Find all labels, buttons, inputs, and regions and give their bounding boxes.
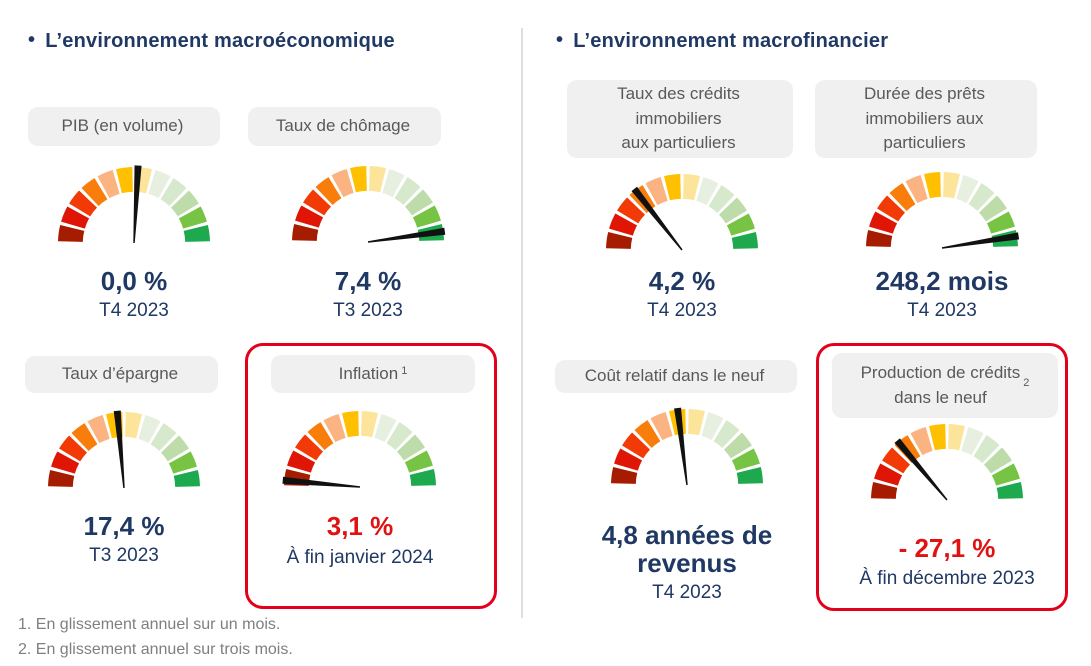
period-epargne: T3 2023 bbox=[89, 545, 159, 566]
footnote-2: 2. En glissement annuel sur trois mois. bbox=[18, 641, 293, 658]
indicator-label-taux-credits: Taux des crédits immobiliers aux particu… bbox=[567, 80, 793, 158]
label-text: Durée des prêts immobiliers aux particul… bbox=[864, 84, 985, 153]
label-text: PIB (en volume) bbox=[61, 116, 184, 136]
indicator-label-cout-relatif: Coût relatif dans le neuf bbox=[555, 360, 797, 393]
gauge-svg bbox=[611, 407, 763, 486]
period-taux-credits: T4 2023 bbox=[647, 300, 717, 321]
gauge-pib bbox=[54, 163, 214, 251]
label-text: Taux des crédits immobiliers aux particu… bbox=[617, 84, 740, 153]
gauge-svg bbox=[48, 410, 200, 489]
period-pib: T4 2023 bbox=[99, 300, 169, 321]
bullet-icon: • bbox=[556, 29, 564, 51]
label-text: Inflation bbox=[338, 363, 399, 383]
section-title-text: L’environnement macroéconomique bbox=[45, 30, 395, 52]
period-production-credits: À fin décembre 2023 bbox=[859, 568, 1035, 589]
gauge-svg bbox=[58, 165, 210, 244]
indicator-label-production-credits: Production de crédits dans le neuf 2 bbox=[832, 353, 1058, 418]
section-title-macroeconomique: • L’environnement macroéconomique bbox=[28, 30, 498, 53]
value-pib: 0,0 % bbox=[100, 266, 168, 296]
footnote-1: 1. En glissement annuel sur un mois. bbox=[18, 616, 281, 633]
gauge-svg bbox=[606, 174, 758, 251]
label-text: Coût relatif dans le neuf bbox=[584, 366, 765, 386]
gauge-production-credits bbox=[867, 420, 1027, 508]
value-chomage: 7,4 % bbox=[334, 266, 402, 296]
gauge-duree-prets bbox=[862, 168, 1022, 256]
indicator-label-inflation: Inflation 1 bbox=[271, 355, 475, 393]
highlight-border-inflation bbox=[245, 343, 497, 609]
period-chomage: T3 2023 bbox=[333, 300, 403, 321]
gauge-inflation bbox=[280, 407, 440, 495]
value-inflation: 3,1 % bbox=[326, 511, 394, 541]
gauge-svg bbox=[866, 172, 1020, 249]
indicator-label-pib: PIB (en volume) bbox=[28, 107, 220, 146]
bullet-icon: • bbox=[28, 29, 36, 51]
column-divider bbox=[521, 28, 523, 618]
label-superscript: 2 bbox=[1023, 376, 1030, 389]
gauge-chomage bbox=[288, 162, 448, 250]
gauge-svg bbox=[292, 166, 446, 243]
label-text: Taux d’épargne bbox=[61, 364, 179, 384]
section-title-macrofinancier: • L’environnement macrofinancier bbox=[556, 30, 1056, 53]
period-cout-relatif: T4 2023 bbox=[652, 582, 722, 603]
label-superscript: 1 bbox=[401, 365, 408, 378]
value-cout-relatif: 4,8 années de revenus bbox=[601, 520, 773, 579]
gauge-svg bbox=[871, 424, 1023, 501]
highlight-border-production bbox=[816, 343, 1068, 611]
value-taux-credits: 4,2 % bbox=[648, 266, 716, 296]
label-text: Taux de chômage bbox=[275, 116, 411, 136]
gauge-epargne bbox=[44, 408, 204, 496]
section-title-text: L’environnement macrofinancier bbox=[573, 30, 889, 52]
value-production-credits: - 27,1 % bbox=[898, 533, 996, 563]
period-inflation: À fin janvier 2024 bbox=[286, 547, 434, 568]
period-duree-prets: T4 2023 bbox=[907, 300, 977, 321]
value-epargne: 17,4 % bbox=[83, 511, 165, 541]
gauge-cout-relatif bbox=[607, 405, 767, 493]
indicator-label-chomage: Taux de chômage bbox=[248, 107, 441, 146]
indicator-label-epargne: Taux d’épargne bbox=[25, 356, 218, 393]
gauge-svg bbox=[282, 411, 436, 488]
indicator-label-duree-prets: Durée des prêts immobiliers aux particul… bbox=[815, 80, 1037, 158]
gauge-taux-credits bbox=[602, 170, 762, 258]
value-duree-prets: 248,2 mois bbox=[875, 266, 1009, 296]
label-text: Production de crédits dans le neuf bbox=[860, 362, 1021, 407]
